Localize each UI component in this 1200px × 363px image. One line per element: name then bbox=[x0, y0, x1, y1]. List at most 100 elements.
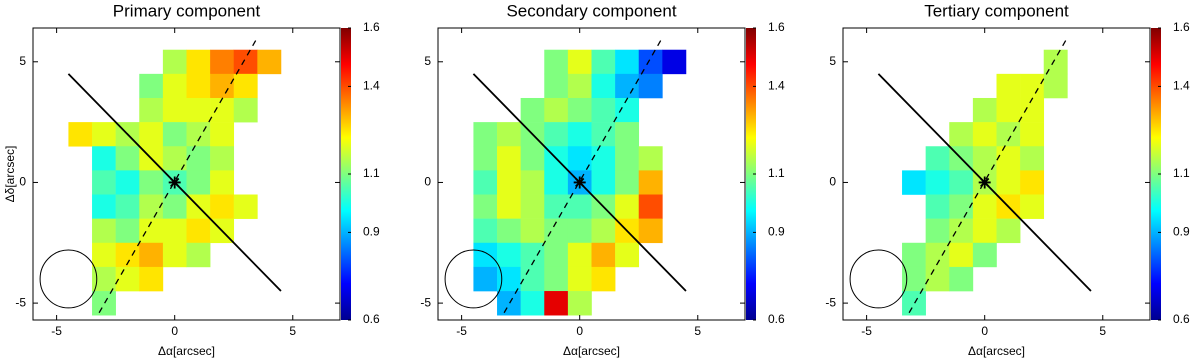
map-cell bbox=[996, 97, 1021, 123]
map-cell bbox=[972, 122, 997, 147]
x-tick-label: 0 bbox=[171, 324, 178, 338]
map-cell bbox=[473, 266, 498, 292]
map-cell bbox=[473, 170, 498, 195]
map-cell bbox=[210, 146, 235, 171]
map-cell bbox=[902, 266, 926, 292]
map-cell bbox=[473, 122, 498, 147]
x-tick-label: 0 bbox=[981, 324, 988, 338]
map-cell bbox=[115, 146, 140, 171]
map-cell bbox=[996, 122, 1021, 147]
map-cell bbox=[210, 122, 235, 147]
map-cell bbox=[139, 97, 164, 123]
map-cell bbox=[92, 266, 116, 292]
map-cell bbox=[115, 218, 140, 244]
map-cell bbox=[615, 49, 640, 75]
map-cell bbox=[591, 122, 616, 147]
map-cell bbox=[92, 146, 116, 171]
map-cell bbox=[615, 242, 640, 268]
map-cell bbox=[162, 122, 187, 147]
x-axis-label: Δα[arcsec] bbox=[158, 344, 215, 358]
map-cell bbox=[662, 49, 687, 75]
map-cell bbox=[972, 194, 997, 219]
map-cell bbox=[567, 291, 592, 316]
map-cell bbox=[115, 266, 140, 292]
map-cell bbox=[544, 170, 569, 195]
map-cell bbox=[1020, 170, 1045, 195]
map-cell bbox=[567, 266, 592, 292]
map-cell bbox=[1043, 73, 1068, 99]
map-cell bbox=[638, 194, 663, 219]
map-cell bbox=[520, 218, 545, 244]
map-cell bbox=[567, 122, 592, 147]
map-cell bbox=[139, 122, 164, 147]
map-cell bbox=[544, 242, 569, 268]
map-cell bbox=[615, 170, 640, 195]
map-cell bbox=[233, 73, 258, 99]
map-cell bbox=[497, 242, 521, 268]
colorbar-tick-label: 1.1 bbox=[768, 166, 785, 180]
map-cell bbox=[186, 170, 211, 195]
map-cell bbox=[162, 218, 187, 244]
map-cell bbox=[162, 242, 187, 268]
map-cell bbox=[591, 73, 616, 99]
map-cell bbox=[949, 266, 974, 292]
colorbar bbox=[341, 28, 351, 320]
x-axis-label: Δα[arcsec] bbox=[968, 344, 1025, 358]
map-cell bbox=[591, 97, 616, 123]
y-tick-label: -5 bbox=[420, 295, 431, 309]
y-tick-label: 5 bbox=[829, 54, 836, 68]
center-star bbox=[978, 176, 991, 189]
y-axis-label: Δδ[arcsec] bbox=[3, 146, 17, 203]
map-cell bbox=[1020, 122, 1045, 147]
map-cell bbox=[615, 73, 640, 99]
y-tick-label: 5 bbox=[424, 54, 431, 68]
map-cell bbox=[210, 97, 235, 123]
map-cell bbox=[233, 49, 258, 75]
colorbar-tick-label: 1.6 bbox=[768, 20, 785, 34]
map-cell bbox=[1020, 73, 1045, 99]
map-cell bbox=[233, 194, 258, 219]
map-cell bbox=[902, 291, 926, 316]
map-cell bbox=[139, 266, 164, 292]
map-cell bbox=[902, 242, 926, 268]
minor-axis-line bbox=[98, 37, 258, 314]
map-cell bbox=[473, 146, 498, 171]
map-cell bbox=[567, 218, 592, 244]
x-tick-label: -5 bbox=[456, 324, 467, 338]
map-cell bbox=[162, 97, 187, 123]
map-cell bbox=[520, 170, 545, 195]
map-cell bbox=[497, 291, 521, 316]
map-cell bbox=[949, 218, 974, 244]
map-cell bbox=[92, 291, 116, 316]
map-cell bbox=[186, 242, 211, 268]
colorbar-tick-label: 0.9 bbox=[363, 225, 380, 239]
map-cell bbox=[996, 73, 1021, 99]
map-cell bbox=[567, 242, 592, 268]
colorbar-tick-label: 0.6 bbox=[768, 312, 785, 326]
axes-frame bbox=[437, 27, 746, 321]
colorbar bbox=[1151, 28, 1161, 320]
map-cell bbox=[210, 194, 235, 219]
map-cell bbox=[615, 146, 640, 171]
map-cell bbox=[638, 170, 663, 195]
map-cell bbox=[638, 146, 663, 171]
y-tick-label: 5 bbox=[19, 54, 26, 68]
panel-title: Secondary component bbox=[506, 1, 676, 20]
map-cell bbox=[92, 242, 116, 268]
map-cell bbox=[925, 170, 950, 195]
map-cell bbox=[615, 194, 640, 219]
map-cell bbox=[92, 218, 116, 244]
map-cell bbox=[591, 218, 616, 244]
map-cell bbox=[162, 49, 187, 75]
beam bbox=[39, 249, 98, 309]
colorbar-tick-label: 0.6 bbox=[363, 312, 380, 326]
map-cell bbox=[92, 122, 116, 147]
map-cell bbox=[257, 49, 282, 75]
map-cell bbox=[544, 122, 569, 147]
map-cell bbox=[473, 194, 498, 219]
map-cell bbox=[591, 49, 616, 75]
map-cell bbox=[638, 218, 663, 244]
x-tick-label: -5 bbox=[51, 324, 62, 338]
map-cell bbox=[233, 97, 258, 123]
